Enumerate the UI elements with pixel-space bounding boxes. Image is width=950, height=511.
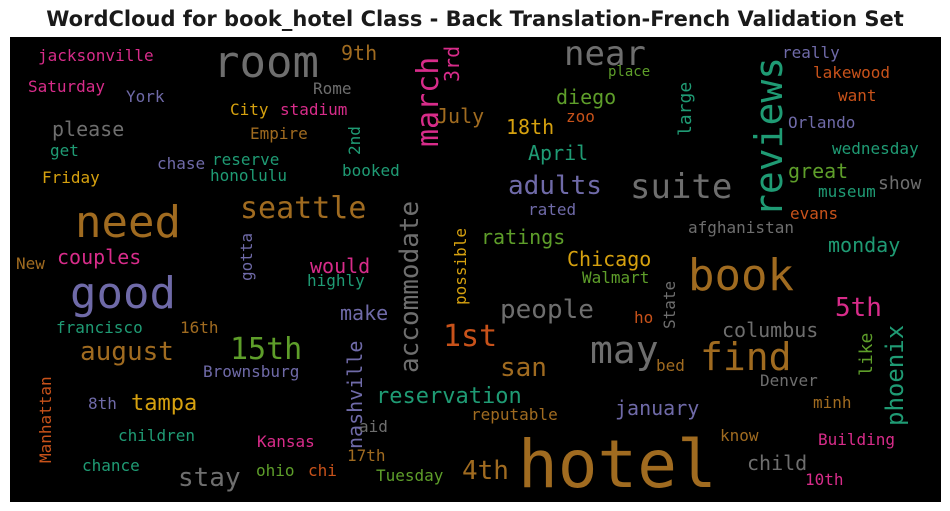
word: rated xyxy=(528,200,577,219)
word: room xyxy=(213,37,319,88)
word: stay xyxy=(178,463,241,493)
word: minh xyxy=(813,393,852,412)
word: 16th xyxy=(180,318,219,337)
word: get xyxy=(50,141,79,160)
word: columbus xyxy=(722,318,819,342)
word: 3rd xyxy=(440,45,464,82)
word: really xyxy=(782,43,840,62)
word: large xyxy=(675,81,696,136)
word: chance xyxy=(82,456,140,475)
word: bed xyxy=(656,356,685,375)
word: stadium xyxy=(280,100,348,119)
word: 17th xyxy=(347,446,386,465)
word: afghanistan xyxy=(688,218,794,237)
word: like xyxy=(856,332,877,376)
word: chase xyxy=(157,154,206,173)
word: book xyxy=(688,250,794,301)
word: possible xyxy=(451,227,470,305)
word: need xyxy=(75,197,181,248)
word: highly xyxy=(307,271,365,290)
word: diego xyxy=(556,85,617,109)
word: chi xyxy=(308,461,337,480)
word: Rome xyxy=(313,79,352,98)
word: want xyxy=(838,86,877,105)
word: suite xyxy=(630,167,733,207)
word: ohio xyxy=(256,461,295,480)
word: Orlando xyxy=(788,113,856,132)
word: Chicago xyxy=(567,247,652,271)
word: reviews xyxy=(747,56,791,217)
word: 2nd xyxy=(345,126,364,155)
word: 5th xyxy=(835,293,882,323)
word: jacksonville xyxy=(38,46,154,65)
word: Friday xyxy=(42,168,100,187)
word: near xyxy=(564,37,646,74)
word: Brownsburg xyxy=(203,362,300,381)
word: 15th xyxy=(230,332,303,367)
word: gotta xyxy=(237,232,256,281)
word: hotel xyxy=(518,426,717,502)
word: July xyxy=(436,104,485,128)
word-cloud: hotel room need good book may find suite… xyxy=(10,37,941,502)
word: good xyxy=(70,268,176,319)
word: people xyxy=(500,295,594,325)
word: child xyxy=(747,451,808,475)
word: phoenix xyxy=(881,324,909,426)
word: Tuesday xyxy=(376,466,444,485)
page-title: WordCloud for book_hotel Class - Back Tr… xyxy=(46,7,904,31)
word: State xyxy=(660,280,679,329)
word: York xyxy=(126,87,165,106)
word: museum xyxy=(818,182,876,201)
word: Manhattan xyxy=(36,376,55,463)
word: great xyxy=(788,159,849,183)
word: evans xyxy=(790,204,839,223)
word: ratings xyxy=(481,225,566,249)
word: aid xyxy=(359,417,388,436)
word: Building xyxy=(818,430,896,449)
word: reputable xyxy=(471,405,558,424)
word: january xyxy=(615,396,700,420)
word: Walmart xyxy=(582,268,650,287)
word: 9th xyxy=(341,41,378,65)
word: show xyxy=(878,173,922,194)
word: New xyxy=(16,254,45,273)
word: may xyxy=(590,328,659,372)
word: Empire xyxy=(250,124,308,143)
word: adults xyxy=(508,171,602,201)
word: reservation xyxy=(376,384,522,409)
word: April xyxy=(528,141,589,165)
word: tampa xyxy=(131,391,198,416)
word: reserve xyxy=(212,150,280,169)
word: find xyxy=(700,335,792,379)
word: Saturday xyxy=(28,77,106,96)
word: booked xyxy=(342,161,400,180)
word: monday xyxy=(828,233,901,257)
word: august xyxy=(80,337,174,367)
word: Denver xyxy=(760,371,818,390)
word: zoo xyxy=(566,107,595,126)
word: couples xyxy=(57,245,142,269)
word: would xyxy=(310,254,371,278)
word: City xyxy=(230,100,269,119)
word: place xyxy=(608,64,651,80)
word: wednesday xyxy=(832,139,919,158)
word: ho xyxy=(634,308,654,327)
word: please xyxy=(52,117,125,141)
word: 18th xyxy=(506,115,555,139)
word: know xyxy=(720,426,759,445)
word: 8th xyxy=(88,394,117,413)
word: 1st xyxy=(443,319,498,354)
word: seattle xyxy=(240,191,367,226)
word: make xyxy=(340,301,389,325)
word: francisco xyxy=(56,318,143,337)
word: honolulu xyxy=(210,166,288,185)
word: 4th xyxy=(462,456,509,486)
word: san xyxy=(500,353,547,383)
word: 10th xyxy=(805,470,844,489)
word: accommodate xyxy=(395,200,425,373)
word: lakewood xyxy=(813,63,891,82)
word: Kansas xyxy=(257,432,315,451)
word: children xyxy=(118,426,196,445)
